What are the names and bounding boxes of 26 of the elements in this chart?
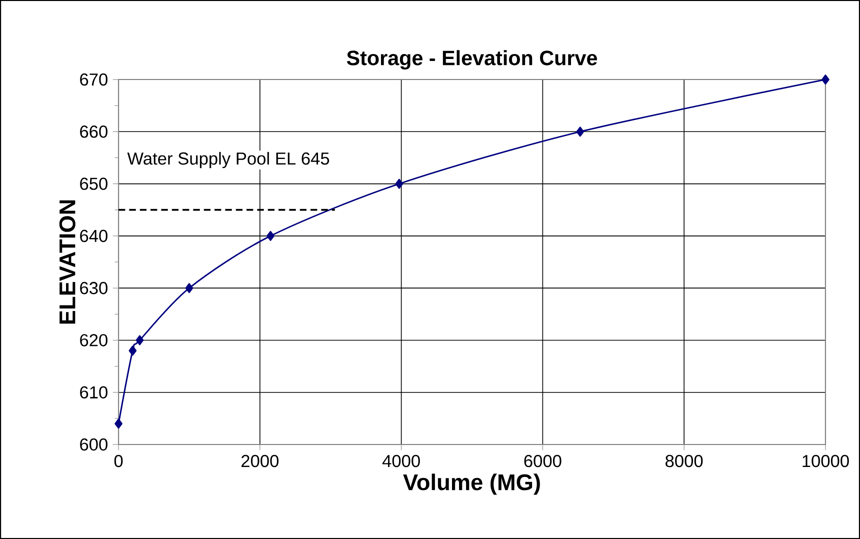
- point: [128, 346, 137, 356]
- x-tick-label: 8000: [666, 454, 703, 468]
- x-tick-label: 10000: [802, 454, 849, 468]
- y-tick-label: 660: [80, 126, 108, 138]
- point: [266, 230, 274, 241]
- point: [185, 283, 194, 294]
- y-tick-label: 600: [80, 438, 108, 451]
- x-axis-title: Volume (MG): [403, 474, 540, 495]
- x-tick-label: 0: [114, 454, 123, 468]
- x-tick-label: 4000: [382, 454, 420, 468]
- y-axis-title: ELEVATION: [59, 200, 76, 324]
- point: [822, 74, 830, 85]
- point: [136, 335, 144, 346]
- y-tick-label: 630: [80, 282, 108, 294]
- ref-line-label: Water Supply Pool EL 645: [127, 152, 330, 168]
- chart-title: Storage - Elevation Curve: [346, 50, 598, 70]
- y-tick-label: 650: [80, 178, 108, 190]
- point: [114, 418, 122, 429]
- y-tick-label: 620: [80, 334, 108, 346]
- y-tick-label: 640: [80, 230, 108, 242]
- x-tick-label: 2000: [242, 454, 279, 468]
- point: [395, 178, 404, 189]
- y-tick-label: 610: [80, 386, 108, 398]
- point: [576, 126, 584, 137]
- x-tick-label: 6000: [524, 454, 562, 468]
- y-tick-label: 670: [80, 73, 108, 86]
